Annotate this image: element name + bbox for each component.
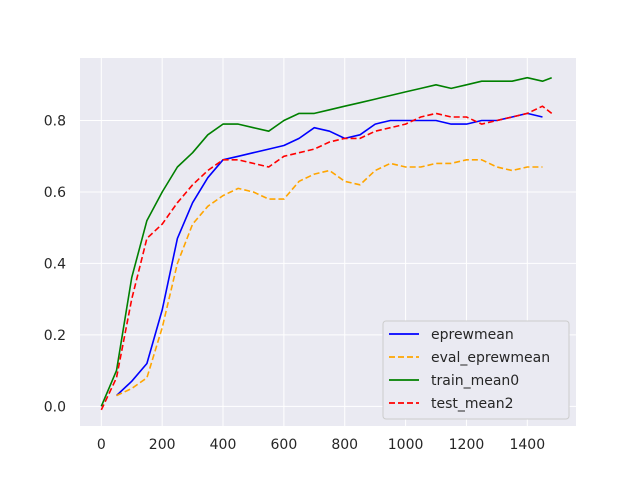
x-tick-label: 1400	[509, 437, 545, 453]
x-tick-label: 800	[331, 437, 358, 453]
y-tick-label: 0.6	[44, 185, 66, 201]
series-line-train_mean0	[100, 76, 552, 407]
x-tick-label: 400	[210, 437, 237, 453]
y-tick-labels: 0.0 0.2 0.4 0.6 0.8	[44, 114, 66, 416]
x-tick-label: 600	[271, 437, 298, 453]
legend-box	[382, 320, 570, 420]
y-tick-label: 0.8	[44, 114, 66, 130]
legend: eprewmean eval_eprewmean train_mean0 test_m…	[382, 320, 570, 420]
legend-label: train_mean0	[431, 373, 519, 389]
series-layer	[100, 76, 553, 411]
y-tick-label: 0.4	[44, 256, 66, 272]
legend-label: eprewmean	[431, 327, 514, 343]
x-tick-label: 0	[97, 437, 106, 453]
legend-label: eval_eprewmean	[431, 350, 550, 366]
series-line-test_mean2	[100, 105, 553, 411]
x-tick-label: 1000	[388, 437, 424, 453]
y-tick-label: 0.2	[44, 328, 66, 344]
x-tick-label: 200	[149, 437, 176, 453]
legend-label: test_mean2	[431, 396, 514, 412]
series-line-eprewmean	[115, 112, 543, 397]
x-tick-labels: 0 200 400 600 800 1000 1200 1400	[97, 437, 545, 453]
y-tick-label: 0.0	[44, 399, 66, 415]
series-line-eval_eprewmean	[116, 159, 543, 397]
x-tick-label: 1200	[449, 437, 485, 453]
